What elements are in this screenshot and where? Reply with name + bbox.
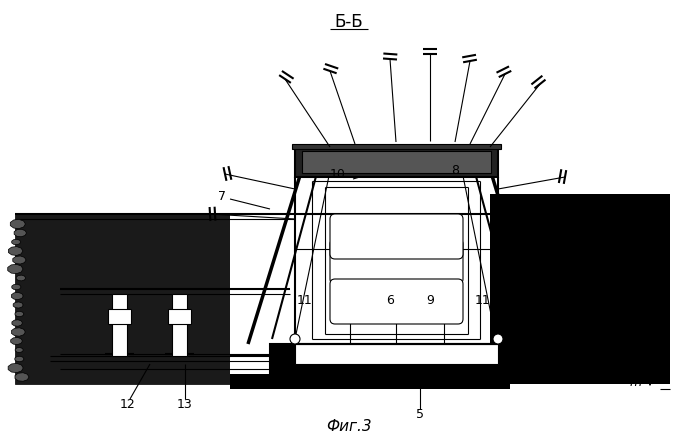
Text: 11: 11 (297, 293, 313, 306)
Text: Б-Б: Б-Б (334, 13, 364, 31)
Text: 4: 4 (561, 213, 569, 226)
Polygon shape (8, 247, 23, 256)
Polygon shape (230, 374, 510, 389)
Polygon shape (8, 265, 23, 274)
FancyBboxPatch shape (330, 215, 463, 259)
Text: 5: 5 (416, 408, 424, 420)
Polygon shape (11, 328, 25, 336)
Polygon shape (15, 311, 24, 317)
Text: $h_в$: $h_в$ (629, 286, 644, 302)
Polygon shape (12, 320, 22, 326)
Polygon shape (10, 220, 25, 229)
Text: 13: 13 (177, 398, 193, 410)
Polygon shape (295, 148, 498, 177)
Polygon shape (10, 338, 22, 345)
Circle shape (290, 334, 300, 344)
Polygon shape (13, 256, 26, 265)
FancyBboxPatch shape (330, 240, 463, 284)
Polygon shape (270, 344, 520, 374)
Polygon shape (15, 348, 23, 353)
Polygon shape (230, 215, 295, 384)
Text: 8: 8 (451, 163, 459, 176)
Text: Фиг.3: Фиг.3 (326, 419, 372, 434)
Circle shape (493, 334, 503, 344)
Polygon shape (302, 152, 491, 173)
Text: 11: 11 (475, 293, 491, 306)
Polygon shape (13, 302, 23, 308)
Polygon shape (172, 294, 187, 356)
Text: $m$: $m$ (630, 376, 643, 389)
Polygon shape (11, 293, 23, 300)
Polygon shape (15, 357, 24, 362)
Text: 7: 7 (218, 190, 226, 203)
FancyBboxPatch shape (330, 279, 463, 324)
Text: 6: 6 (386, 293, 394, 306)
Text: 12: 12 (120, 398, 136, 410)
Polygon shape (490, 194, 670, 384)
Text: 9: 9 (426, 293, 434, 306)
Polygon shape (16, 276, 26, 281)
Polygon shape (8, 364, 23, 373)
Polygon shape (292, 145, 501, 150)
Polygon shape (108, 309, 131, 324)
Polygon shape (168, 309, 191, 324)
Polygon shape (12, 285, 21, 290)
Polygon shape (15, 373, 29, 381)
Polygon shape (295, 344, 498, 364)
Polygon shape (15, 215, 230, 384)
Polygon shape (14, 230, 27, 237)
Polygon shape (12, 240, 21, 245)
Text: 10: 10 (330, 168, 346, 181)
Polygon shape (112, 294, 127, 356)
